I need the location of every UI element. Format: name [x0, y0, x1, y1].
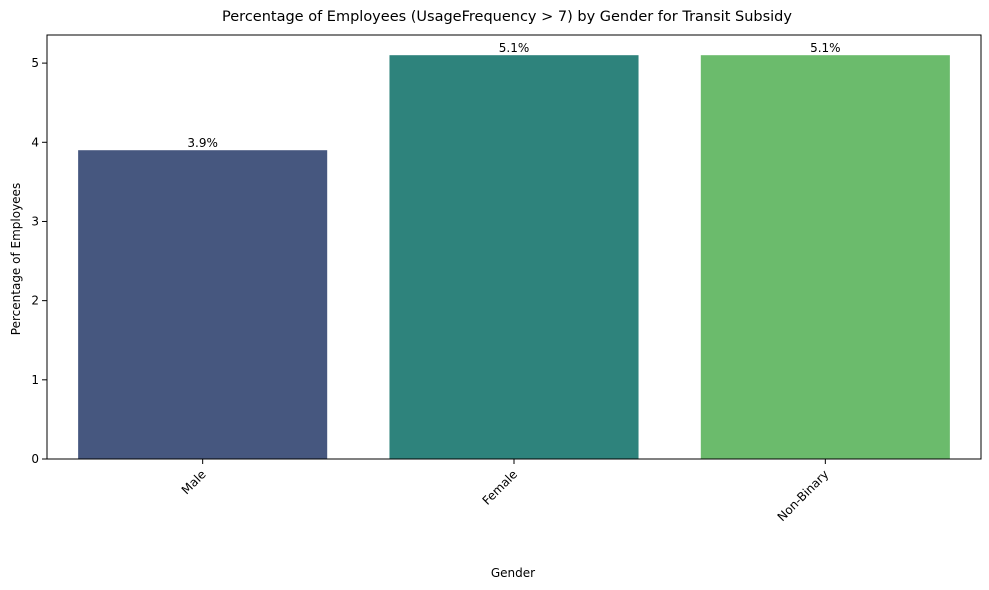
- x-tick-label: Non-Binary: [775, 467, 832, 524]
- y-tick-label: 1: [31, 373, 39, 387]
- x-tick-label: Male: [179, 467, 209, 497]
- y-tick-label: 2: [31, 294, 39, 308]
- plot-area: 3.9% 5.1% 5.1% 0 1 2 3 4 5 Male Female Non-Binary: [31, 34, 982, 524]
- data-label: 3.9%: [187, 136, 218, 150]
- y-tick-label: 3: [31, 214, 39, 228]
- chart-title: Percentage of Employees (UsageFrequency …: [222, 9, 792, 25]
- y-tick-label: 4: [31, 135, 39, 149]
- y-tick-label: 0: [31, 452, 39, 466]
- bar-male: [78, 150, 328, 460]
- y-axis-label: Percentage of Employees: [9, 183, 23, 335]
- bar-female: [389, 55, 639, 459]
- bar-non-binary: [700, 55, 950, 459]
- data-label: 5.1%: [499, 41, 530, 55]
- axes-frame: [46, 34, 982, 460]
- data-label: 5.1%: [810, 41, 841, 55]
- y-tick-label: 5: [31, 56, 39, 70]
- x-tick-label: Female: [480, 467, 521, 508]
- x-axis-label: Gender: [491, 566, 535, 580]
